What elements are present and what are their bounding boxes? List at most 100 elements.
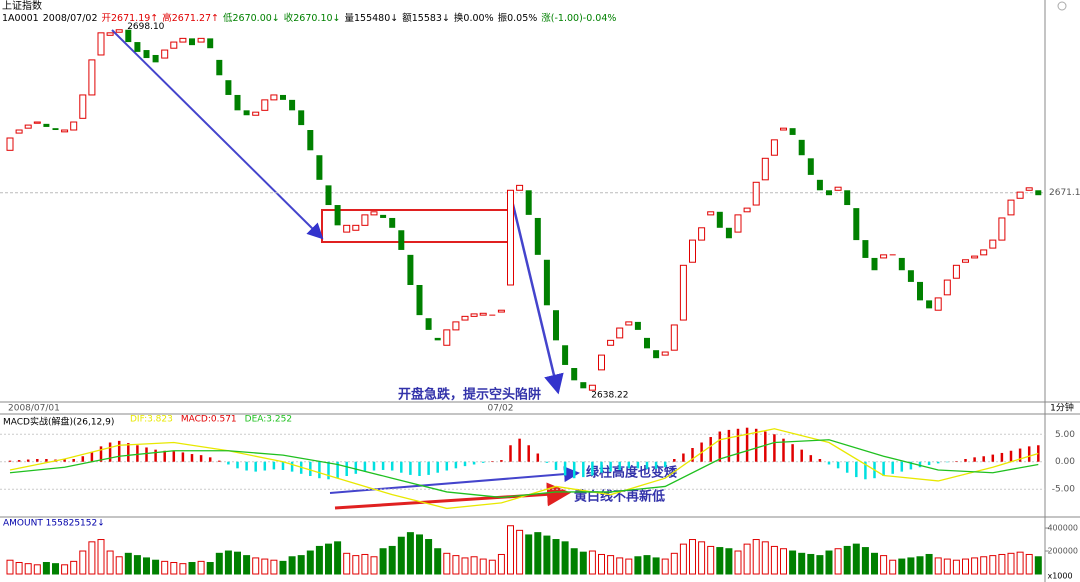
quote-item: 高2671.27↑: [162, 13, 219, 24]
candle: [197, 37, 205, 43]
amount-bar: [297, 555, 305, 575]
amount-bar: [434, 548, 442, 575]
amount-bar: [370, 556, 378, 575]
amount-bar: [843, 545, 851, 575]
candle: [1007, 199, 1015, 216]
candle: [826, 190, 832, 196]
amount-bar: [479, 558, 487, 575]
amount-bar: [206, 562, 214, 575]
candle: [243, 110, 250, 116]
amount-bar: [79, 550, 87, 575]
candle: [689, 239, 696, 263]
amount-bar: [670, 552, 678, 575]
candle: [770, 139, 778, 156]
quote-item: 1A0001: [2, 13, 39, 24]
amount-bar: [352, 555, 360, 575]
candle: [625, 321, 633, 326]
candle: [61, 129, 69, 133]
amount-bar: [998, 553, 1006, 575]
quote-item: 开2671.19↑: [101, 13, 159, 24]
candle: [370, 211, 378, 216]
amount-bar: [871, 552, 878, 575]
candle: [653, 350, 660, 359]
amount-bar: [461, 557, 469, 575]
amount-bar: [780, 548, 787, 575]
extreme-label: 2638.22: [591, 390, 628, 400]
amount-bar: [361, 553, 369, 575]
candle: [834, 186, 842, 191]
amount-bar: [52, 563, 59, 575]
candle: [553, 310, 559, 341]
amount-bar: [379, 548, 387, 575]
candle: [898, 257, 905, 271]
candle: [917, 281, 923, 301]
candle: [325, 185, 332, 206]
amount-bar: [816, 555, 824, 575]
amount-bar: [115, 556, 123, 575]
candle: [780, 127, 787, 131]
title: 上证指数: [2, 0, 42, 12]
amount-bar: [588, 550, 596, 575]
candle: [398, 230, 405, 250]
amount-bar: [1016, 551, 1024, 575]
amount-bar: [534, 532, 542, 575]
x-tick-label: 07/02: [488, 404, 514, 414]
amount-bar: [170, 562, 178, 575]
amount-bar: [97, 539, 105, 575]
candle: [43, 123, 50, 127]
legend-item: DIF:3.823: [130, 415, 173, 425]
amount-bar: [798, 552, 806, 575]
quote-item: 低2670.00↓: [223, 13, 280, 24]
candle: [853, 208, 860, 241]
candle: [679, 264, 687, 321]
settings-icon[interactable]: [1057, 1, 1067, 11]
quote-bar: 1A0001 2008/07/02 开2671.19↑ 高2671.27↑ 低2670.…: [2, 10, 620, 24]
quote-item: 换0.00%: [453, 13, 494, 24]
arrow: [334, 482, 571, 510]
candle: [844, 190, 851, 206]
amount-bar: [989, 555, 997, 575]
amount-bar: [61, 564, 69, 575]
candle: [734, 214, 742, 233]
amount-bar: [807, 553, 815, 575]
x-tick-label: 2008/07/01: [8, 404, 60, 414]
amount-title: AMOUNT 155825152↓: [3, 519, 105, 529]
amount-bar: [707, 545, 715, 575]
candle: [389, 217, 396, 228]
candle: [670, 324, 678, 351]
amount-bar: [416, 534, 423, 575]
candle: [607, 339, 615, 346]
candle: [380, 214, 387, 218]
candle: [588, 384, 596, 391]
candle: [952, 264, 960, 279]
candle: [261, 99, 269, 111]
amount-bar: [552, 539, 560, 575]
period: 1分钟: [1050, 402, 1074, 414]
amount-bar: [197, 560, 205, 575]
candle: [479, 312, 487, 316]
extreme-label: 2698.10: [127, 22, 164, 32]
candle: [470, 313, 478, 317]
candle: [716, 211, 723, 228]
amount-bar: [470, 556, 478, 575]
candle: [298, 110, 305, 126]
amount-bar: [1034, 556, 1042, 575]
arrow: [508, 191, 564, 395]
amount-bar: [898, 558, 906, 575]
amount-bar: [743, 543, 751, 575]
candle: [543, 259, 550, 306]
quote-item: 量155480↓: [344, 13, 399, 24]
amount-bar: [334, 541, 342, 575]
candle: [580, 382, 587, 389]
candle: [6, 137, 14, 151]
amount-bar: [916, 556, 924, 575]
candle: [1025, 187, 1033, 191]
candle: [980, 249, 988, 256]
amount-bar: [488, 559, 496, 575]
candle: [562, 345, 569, 365]
amount-bar: [306, 550, 314, 575]
amount-bar: [789, 550, 797, 575]
candle: [871, 257, 878, 271]
quote-item: 额15583↓: [402, 13, 450, 24]
